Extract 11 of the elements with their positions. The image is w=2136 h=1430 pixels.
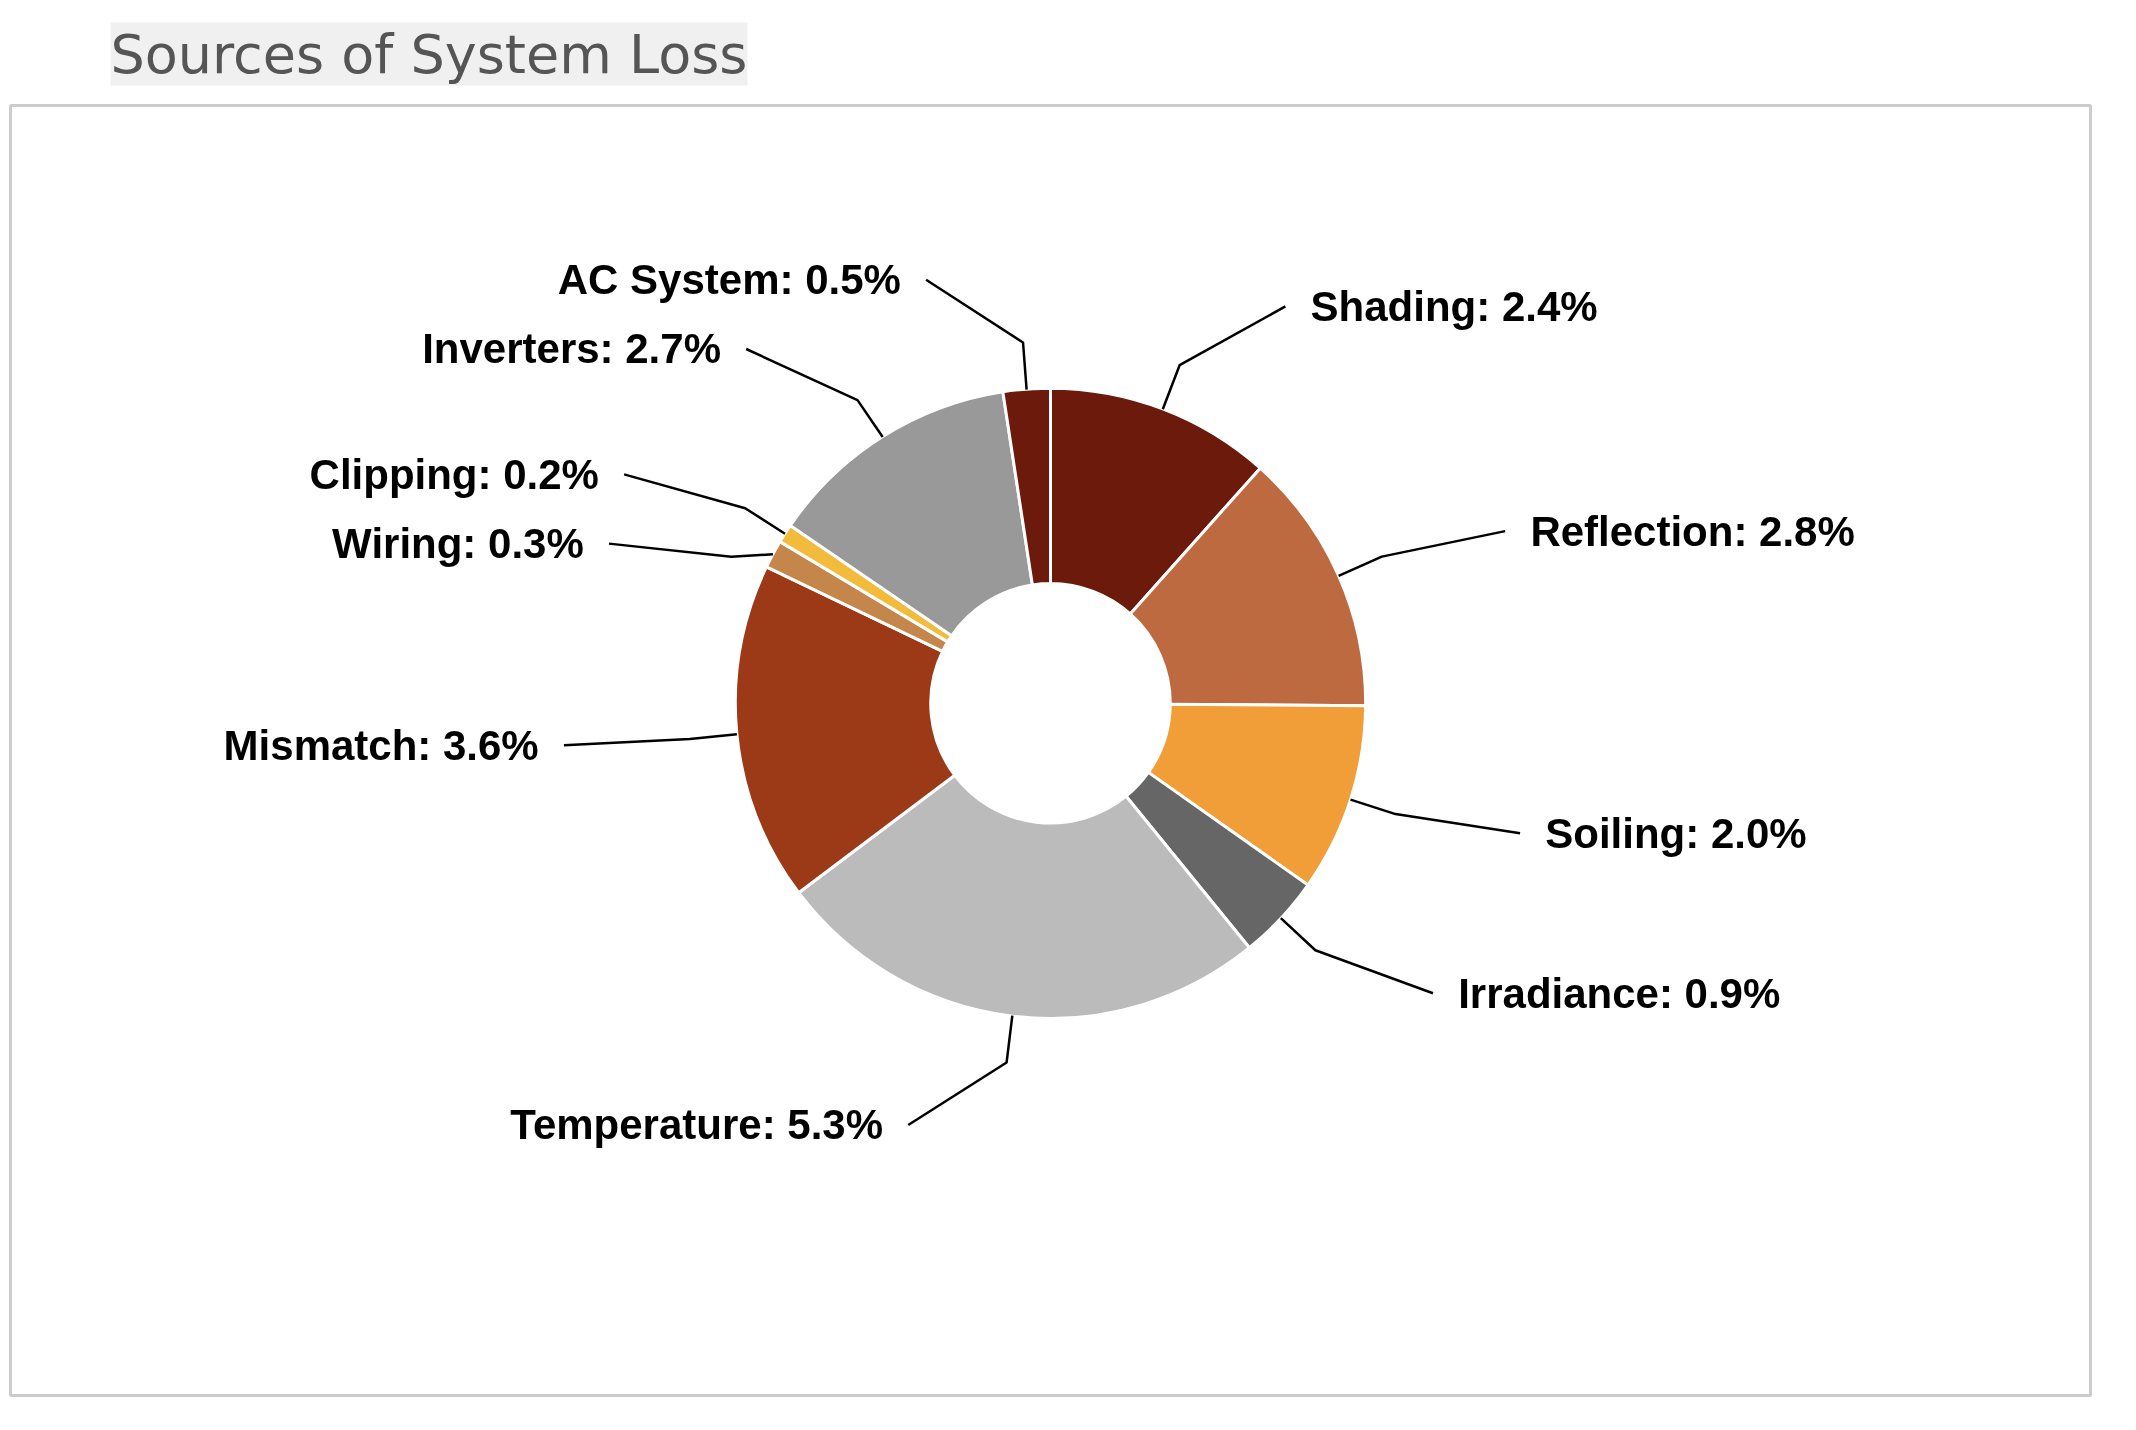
slice-label: Soiling: 2.0% [1545,809,1807,857]
slice-label: Shading: 2.4% [1310,282,1598,330]
chart-title: Sources of System Loss [110,22,748,86]
slice-label: Irradiance: 0.9% [1458,969,1781,1017]
slice-label: Temperature: 5.3% [510,1101,884,1149]
slice-label: Mismatch: 3.6% [223,721,539,769]
slice-label: Reflection: 2.8% [1530,507,1855,555]
slice-label: AC System: 0.5% [557,256,901,304]
slice-label: Wiring: 0.3% [332,520,584,568]
slice-label: Inverters: 2.7% [422,325,721,373]
slice-label: Clipping: 0.2% [309,450,599,498]
